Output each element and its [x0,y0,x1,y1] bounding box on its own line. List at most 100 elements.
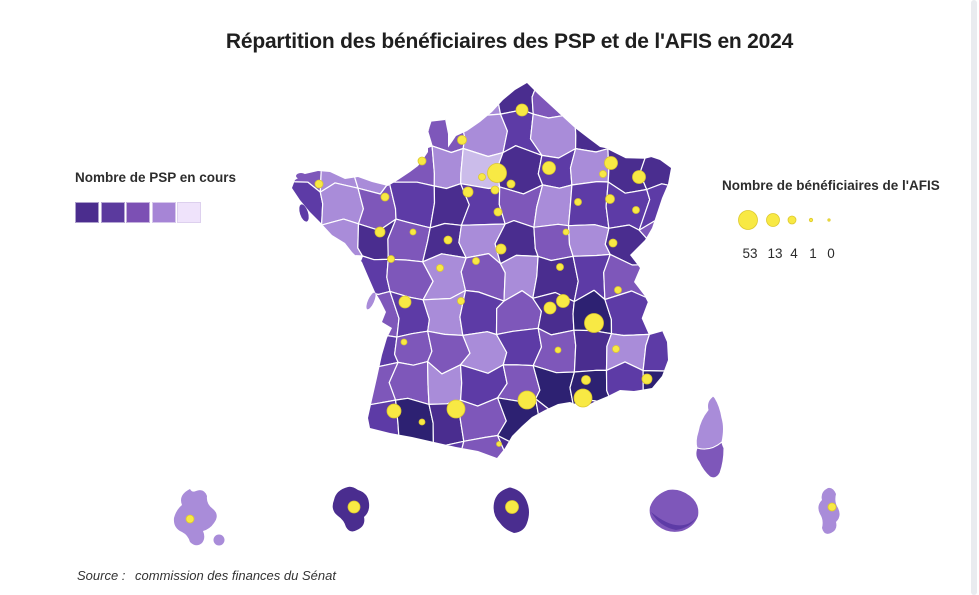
afis-map-circle [556,294,570,308]
afis-map-circle [495,243,507,255]
departments-patchwork [292,83,671,458]
afis-map-circle [478,173,486,181]
department-cell [532,327,577,374]
afis-map-circle [487,163,507,183]
island-brittany-2 [299,204,309,222]
afis-map-circle [185,514,195,524]
afis-map-circle [387,255,395,263]
island-brittany-1 [296,173,306,179]
territory-guadeloupe [173,489,217,546]
source-text: commission des finances du Sénat [135,568,336,583]
afis-map-circle [386,403,402,419]
afis-legend-value: 4 [790,246,798,261]
department-cell [431,145,464,190]
source-line: Source : commission des finances du Séna… [77,568,336,583]
afis-map-circle [542,161,556,175]
department-cell [569,148,610,186]
island-re-oleron [366,292,376,310]
afis-map-circle [446,399,466,419]
department-cell [386,145,435,187]
legend-afis: Nombre de bénéficiaires de l'AFIS 53 13 4 1… [712,178,972,267]
territory-reunion-south [651,512,697,530]
afis-map-circle [443,235,453,245]
afis-map-circle [380,192,390,202]
psp-swatch-3 [151,202,176,223]
afis-map-circle [472,257,480,265]
afis-map-circle [614,286,622,294]
department-cell [458,83,502,116]
afis-map-circle [457,297,465,305]
legend-afis-scale: 53 13 4 1 0 [738,210,835,261]
department-cell [395,397,434,445]
territory-guadeloupe-islet [213,534,225,546]
afis-map-circle [562,228,570,236]
department-cell [639,148,671,191]
afis-legend-circle-13 [766,213,780,227]
afis-map-circle [608,238,618,248]
afis-map-circle [417,156,427,166]
department-cell [354,255,391,296]
legend-afis-title: Nombre de bénéficiaires de l'AFIS [722,178,940,193]
department-cell [573,113,612,153]
afis-map-circle [374,226,386,238]
department-cell [567,224,611,257]
afis-map-circle [505,500,519,514]
corsica-south [695,440,725,479]
afis-map-circle [400,338,408,346]
psp-swatch-0 [75,202,99,223]
afis-map-circle [493,207,503,217]
afis-legend-value: 53 [742,246,757,261]
afis-legend-value: 13 [767,246,782,261]
afis-map-circle [347,500,361,514]
department-cell [497,434,539,458]
legend-psp: Nombre de PSP en cours [75,170,236,223]
afis-map-circle [517,390,537,410]
afis-map-circle [581,375,591,385]
department-cell [394,330,433,366]
department-cell [531,83,576,119]
department-cell [388,361,430,405]
afis-map-circle [490,185,500,195]
afis-map-circle [632,206,640,214]
legend-psp-title: Nombre de PSP en cours [75,170,237,185]
afis-map-circle [496,441,502,447]
source-label: Source : [77,568,126,583]
department-cell [605,361,646,405]
corsica-north [695,395,724,450]
afis-legend-circle-1 [808,217,814,223]
afis-map-circle [827,502,837,512]
afis-map-circle [515,103,529,117]
afis-map-circle [506,179,516,189]
afis-map-circle [409,228,417,236]
department-cell [320,218,364,266]
department-cell [573,329,613,373]
afis-map-circle [436,264,444,272]
afis-map-circle [574,198,582,206]
afis-map-circle [584,313,604,333]
afis-map-circle [556,263,564,271]
psp-swatch-4 [177,202,201,223]
afis-map-circle [554,346,562,354]
afis-map-circle [641,373,653,385]
afis-map-circle [462,186,474,198]
afis-map-circle [604,156,618,170]
afis-map-circle [632,170,646,184]
psp-swatch-2 [126,202,150,223]
department-cell [534,398,579,447]
afis-map-circle [573,388,593,408]
afis-map-circle [543,301,557,315]
afis-map-circle [418,418,426,426]
afis-legend-circle-4 [787,215,797,225]
afis-map-circle [599,170,607,178]
scrollbar[interactable] [971,0,977,595]
territory-mayotte [818,487,840,534]
afis-legend-circle-0 [827,218,831,222]
psp-swatch-1 [100,202,125,223]
afis-circles [185,103,837,524]
department-cell [642,328,671,372]
afis-legend-value: 1 [809,246,817,261]
afis-legend-value: 0 [827,246,835,261]
afis-legend-circle-53 [738,210,758,230]
